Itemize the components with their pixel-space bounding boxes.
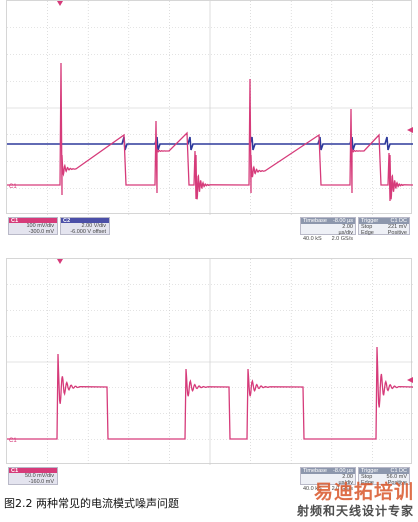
trigger-slope-bottom: Positive <box>387 480 407 486</box>
channel1-descriptor-bottom[interactable]: C1 50.0 mV/div -160.0 mV <box>8 467 58 485</box>
channel1-waveform-bottom <box>7 346 413 440</box>
channel1-header: C1 <box>9 218 57 224</box>
channel1-trace <box>7 62 413 202</box>
trigger-level-marker-bottom[interactable] <box>407 377 413 383</box>
trigger-mode: Stop <box>361 224 373 230</box>
timebase-spacer <box>303 224 327 236</box>
scope-info-bar-top: C1 100 mV/div -300.0 mV C2 2.00 V/div -6… <box>6 216 412 242</box>
timebase-descriptor-bottom[interactable]: Timebase -8.00 µs 2.00 µs/div 40.0 kS 2.… <box>300 467 356 492</box>
timebase-label: Timebase <box>301 218 329 224</box>
channel2-scale: 2.00 V/div <box>81 223 106 229</box>
trigger-level: 221 mV <box>388 224 407 230</box>
graticule <box>7 259 413 465</box>
trigger-label-bottom: Trigger <box>359 468 386 474</box>
watermark-brand: 易迪拓培训 <box>313 481 414 503</box>
channel2-header: C2 <box>61 218 109 224</box>
channel2-offset: -6.000 V offset <box>70 229 106 235</box>
timebase-per-div: 2.00 µs/div <box>338 224 353 236</box>
timebase-samples: 40.0 kS <box>303 236 322 242</box>
channel1-ground-marker: C1 <box>9 184 17 190</box>
trigger-tag: C1 DC <box>382 218 409 224</box>
channel1-header-bottom: C1 <box>9 468 57 474</box>
channel1-descriptor[interactable]: C1 100 mV/div -300.0 mV <box>8 217 58 235</box>
channel1-offset-bottom: -160.0 mV <box>28 479 54 485</box>
trigger-descriptor[interactable]: Trigger C1 DC Stop 221 mV Edge Positive <box>358 217 410 236</box>
timebase-rate: 2.0 GS/s <box>331 236 353 242</box>
channel1-scale-bottom: 50.0 mV/div <box>24 473 54 479</box>
watermark-slogan: 射频和天线设计专家 <box>296 504 414 518</box>
waveform-plot-top: C1 <box>7 1 413 215</box>
waveform-display-bottom: C1 <box>6 258 413 465</box>
waveform-plot-bottom: C1 <box>7 259 413 465</box>
timebase-value-bottom: -8.00 µs <box>327 468 355 474</box>
channel1-scale: 100 mV/div <box>26 223 54 229</box>
trigger-mode-bottom: Stop <box>361 474 373 480</box>
trigger-tag-bottom: C1 DC <box>382 468 409 474</box>
timebase-descriptor[interactable]: Timebase -8.00 µs 2.00 µs/div 40.0 kS 2.… <box>300 217 356 242</box>
scope-info-bar-bottom: C1 50.0 mV/div -160.0 mV Timebase -8.00 … <box>6 466 412 492</box>
trigger-label: Trigger <box>359 218 386 224</box>
waveform-display-top: C1 <box>6 0 413 215</box>
trigger-type-bottom: Edge <box>361 480 374 486</box>
graticule <box>7 1 413 215</box>
trigger-type: Edge <box>361 230 374 236</box>
trigger-level-bottom: 56.0 mV <box>386 474 407 480</box>
channel2-trace <box>7 136 413 151</box>
figure-caption: 图2.2 两种常见的电流模式噪声问题 <box>4 497 179 510</box>
channel2-descriptor[interactable]: C2 2.00 V/div -6.000 V offset <box>60 217 110 235</box>
channel1-ground-marker-bottom: C1 <box>9 438 17 444</box>
trigger-descriptor-bottom[interactable]: Trigger C1 DC Stop 56.0 mV Edge Positive <box>358 467 410 486</box>
timebase-samples-bottom: 40.0 kS <box>303 486 322 492</box>
channel1-waveform <box>7 62 413 202</box>
scope-capture-top: C1 C1 100 mV/div -300.0 mV C2 2.00 V/div… <box>6 0 413 242</box>
watermark: 易迪拓培训 射频和天线设计专家 <box>254 477 414 519</box>
trigger-level-marker[interactable] <box>407 127 413 133</box>
timebase-rate-bottom: 2.0 GS/s <box>331 486 353 492</box>
timebase-per-div-bottom: 2.00 µs/div <box>338 474 353 486</box>
trigger-position-marker-bottom[interactable] <box>57 259 63 264</box>
timebase-label-bottom: Timebase <box>301 468 329 474</box>
scope-capture-bottom: C1 C1 50.0 mV/div -160.0 mV Timebase -8.… <box>6 258 413 492</box>
trigger-position-marker[interactable] <box>57 1 63 6</box>
timebase-value: -8.00 µs <box>327 218 355 224</box>
channel1-offset: -300.0 mV <box>28 229 54 235</box>
trigger-slope: Positive <box>387 230 407 236</box>
